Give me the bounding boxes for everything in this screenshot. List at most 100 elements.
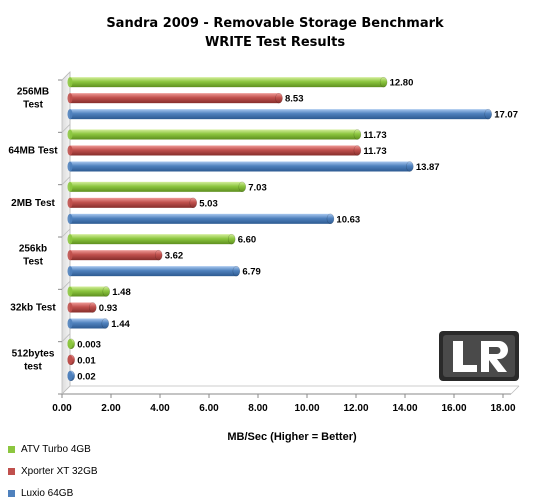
chart-subtitle: WRITE Test Results: [205, 35, 345, 50]
bar-base: [67, 213, 73, 224]
bar-cap: [326, 213, 335, 225]
bar-atv-turbo-4gb-3: [70, 234, 232, 245]
data-label: 11.73: [363, 130, 386, 141]
category-divider: [61, 333, 71, 342]
bar-base: [67, 286, 73, 297]
x-axis-label: MB/Sec (Higher = Better): [227, 431, 357, 443]
bar-luxio-64gb-4: [70, 318, 106, 329]
x-tick-label: 4.00: [150, 403, 170, 414]
category-label: Test: [23, 257, 43, 268]
bar-base: [67, 370, 73, 381]
bar-base: [67, 338, 73, 349]
bar-cap: [101, 318, 110, 329]
bar-base: [67, 234, 73, 245]
bar-cap: [154, 249, 163, 261]
legend-swatch: [8, 467, 15, 475]
x-tick-label: 0.00: [52, 403, 72, 414]
data-label: 6.60: [238, 235, 257, 246]
bar-cap: [232, 265, 241, 277]
bar-xporter-xt-32gb-2: [70, 197, 194, 208]
category-divider: [61, 228, 71, 238]
category-dividers: [58, 71, 71, 395]
bar-base: [67, 145, 73, 156]
x-tick-label: 12.00: [343, 403, 368, 414]
bar-luxio-64gb-3: [70, 266, 237, 277]
x-tick-labels-group: 0.00 2.00 4.00 6.00 8.00 10.00 12.00 14.00 16.00…: [52, 394, 516, 414]
x-tick-label: 2.00: [101, 403, 121, 414]
x-axis-right-edge: [510, 385, 520, 395]
bar-cap: [484, 108, 492, 120]
bar-cap: [227, 233, 236, 245]
category-label: test: [24, 361, 42, 372]
x-tick-label: 6.00: [199, 403, 219, 414]
bar-base: [67, 93, 73, 104]
bar-cap: [189, 197, 197, 209]
bar-cap: [353, 129, 362, 140]
x-tick-label: 16.00: [441, 403, 466, 414]
bar-base: [67, 318, 73, 329]
bar-base: [67, 109, 73, 120]
legend-label: Luxio 64GB: [21, 487, 74, 499]
data-label: 5.03: [199, 198, 218, 209]
bar-xporter-xt-32gb-0: [70, 93, 279, 104]
bar-cap: [275, 92, 283, 104]
bar-atv-turbo-4gb-0: [70, 77, 384, 88]
data-label: 6.79: [242, 267, 260, 278]
bar-atv-turbo-4gb-4: [70, 286, 107, 297]
category-label: 64MB Test: [8, 146, 58, 157]
data-label: 13.87: [416, 162, 440, 173]
x-tick-label: 8.00: [248, 403, 268, 414]
data-label: 0.003: [77, 339, 101, 350]
bar-atv-turbo-4gb-2: [70, 181, 243, 192]
legend-item: ATV Turbo 4GB: [8, 438, 208, 460]
category-labels-group: 256MB Test 64MB Test 2MB Test 256kb Test 32kb …: [8, 87, 58, 373]
category-label: Test: [23, 100, 43, 111]
bar-base: [67, 197, 73, 208]
bar-base: [67, 302, 73, 313]
category-label: 256kb: [19, 244, 47, 255]
data-label: 0.01: [77, 355, 96, 366]
bar-xporter-xt-32gb-3: [70, 250, 159, 261]
data-labels-group: 12.80 8.53 17.07 11.73 11.73 13.87 7.03 5.03 10.…: [77, 78, 518, 383]
data-label: 1.44: [111, 319, 130, 330]
bar-base: [67, 250, 73, 261]
data-label: 7.03: [248, 182, 266, 193]
chart-title: Sandra 2009 - Removable Storage Benchmar…: [106, 16, 444, 31]
category-label: 32kb Test: [10, 303, 56, 314]
data-label: 0.02: [77, 371, 96, 382]
x-tick-label: 14.00: [392, 403, 417, 414]
data-label: 8.53: [285, 94, 304, 105]
legend: ATV Turbo 4GB Xporter XT 32GB Luxio 64GB: [8, 438, 208, 504]
legend-item: Luxio 64GB: [8, 482, 208, 504]
data-label: 1.48: [112, 287, 131, 298]
bar-luxio-64gb-0: [70, 109, 489, 120]
bar-base: [67, 161, 73, 172]
category-divider: [61, 385, 71, 395]
category-label: 256MB: [17, 87, 49, 98]
x-tick-label: 18.00: [490, 403, 515, 414]
bar-base: [67, 129, 73, 140]
bar-base: [67, 181, 73, 192]
category-divider: [61, 71, 71, 81]
category-label: 2MB Test: [11, 198, 55, 209]
legend-swatch: [8, 489, 15, 497]
bar-luxio-64gb-1: [70, 161, 410, 172]
bar-atv-turbo-4gb-1: [70, 129, 358, 140]
legend-label: Xporter XT 32GB: [21, 465, 98, 477]
legend-item: Xporter XT 32GB: [8, 460, 208, 482]
data-label: 11.73: [363, 146, 386, 157]
bar-base: [67, 266, 73, 277]
data-label: 0.93: [99, 303, 118, 314]
legend-swatch: [8, 445, 15, 453]
bar-cap: [102, 286, 111, 297]
bar-cap: [379, 76, 388, 88]
x-tick-label: 10.00: [294, 403, 319, 414]
category-divider: [61, 176, 71, 185]
legend-label: ATV Turbo 4GB: [21, 443, 91, 455]
category-label: 512bytes: [12, 348, 55, 359]
category-divider: [61, 124, 71, 133]
legit-reviews-logo: [439, 331, 519, 381]
bar-xporter-xt-32gb-4: [70, 302, 93, 313]
data-label: 10.63: [336, 214, 360, 225]
